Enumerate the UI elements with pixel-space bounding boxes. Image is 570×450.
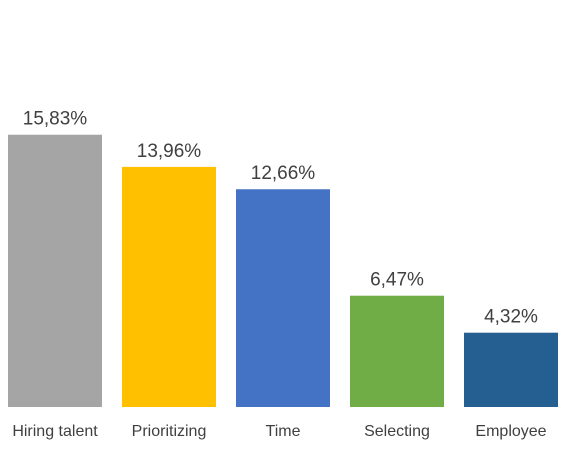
bar-prioritizing	[122, 166, 216, 407]
bar-employee	[464, 332, 558, 407]
category-labels-group: Hiring talent Prioritizing Time Selecting Em…	[12, 423, 546, 440]
value-label-time: 12,66%	[251, 163, 316, 184]
bar-selecting	[350, 295, 444, 407]
category-label-prioritizing: Prioritizing	[132, 423, 207, 440]
category-label-hiring-talent: Hiring talent	[12, 423, 98, 440]
bars-group	[8, 134, 558, 407]
value-label-hiring-talent: 15,83%	[23, 109, 88, 130]
bar-time	[236, 189, 330, 407]
category-label-selecting: Selecting	[364, 423, 430, 440]
value-label-selecting: 6,47%	[370, 270, 424, 291]
bar-hiring-talent	[8, 134, 102, 407]
category-label-time: Time	[266, 423, 301, 440]
category-label-employee: Employee	[475, 423, 546, 440]
value-label-prioritizing: 13,96%	[137, 141, 202, 162]
value-label-employee: 4,32%	[484, 307, 538, 328]
value-labels-group: 15,83% 13,96% 12,66% 6,47% 4,32%	[23, 109, 538, 328]
